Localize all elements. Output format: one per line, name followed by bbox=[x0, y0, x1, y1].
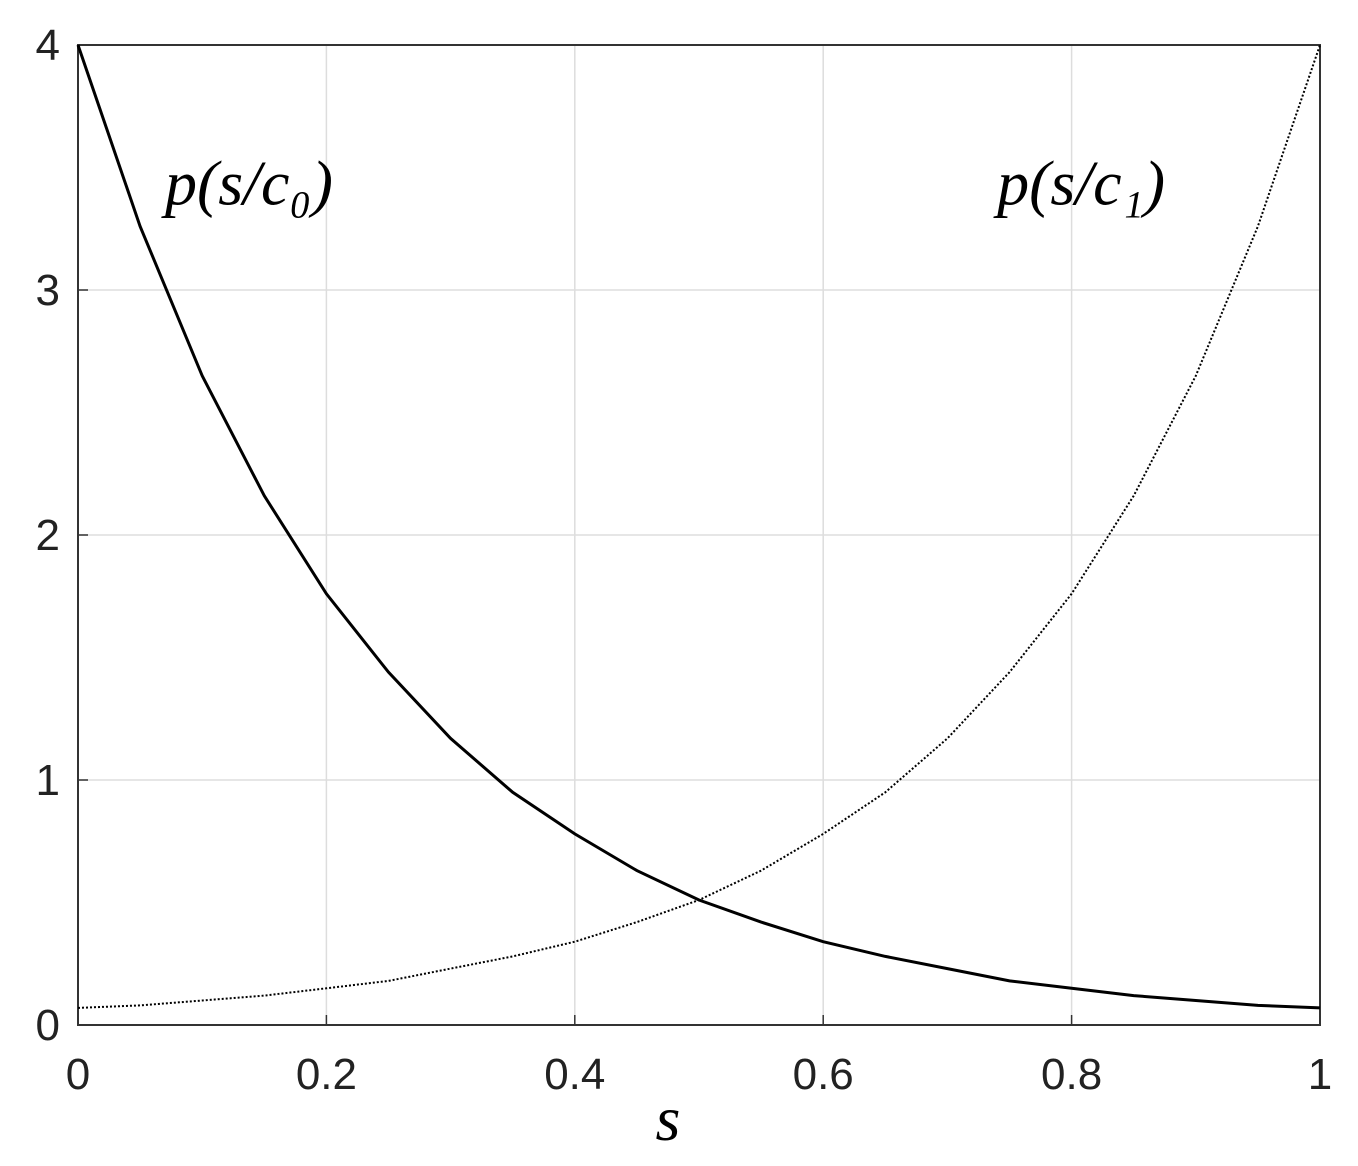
annotation: p(s/c₁) bbox=[993, 147, 1165, 218]
plot-frame bbox=[77, 44, 1321, 1026]
y-tick-label: 1 bbox=[36, 756, 60, 805]
x-tick-label: 0.8 bbox=[1041, 1050, 1102, 1099]
x-tick-label: 0.4 bbox=[544, 1050, 605, 1099]
y-tick-label: 3 bbox=[36, 266, 60, 315]
x-tick-label: 0.2 bbox=[296, 1050, 357, 1099]
data-line bbox=[77, 44, 1321, 1009]
x-tick-label: 0.6 bbox=[793, 1050, 854, 1099]
x-axis-label: s bbox=[656, 1083, 681, 1154]
y-tick-label: 2 bbox=[36, 511, 60, 560]
y-tick-label: 4 bbox=[36, 21, 60, 70]
x-tick-label: 1 bbox=[1308, 1050, 1332, 1099]
annotation: p(s/c₀) bbox=[161, 147, 333, 218]
x-tick-label: 0 bbox=[66, 1050, 90, 1099]
y-tick-label: 0 bbox=[36, 1001, 60, 1050]
